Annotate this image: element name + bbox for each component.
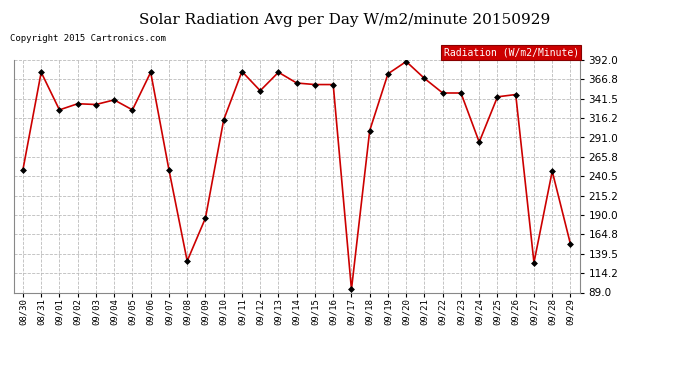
Text: Copyright 2015 Cartronics.com: Copyright 2015 Cartronics.com <box>10 34 166 43</box>
Text: Radiation (W/m2/Minute): Radiation (W/m2/Minute) <box>444 48 579 58</box>
Text: Solar Radiation Avg per Day W/m2/minute 20150929: Solar Radiation Avg per Day W/m2/minute … <box>139 13 551 27</box>
